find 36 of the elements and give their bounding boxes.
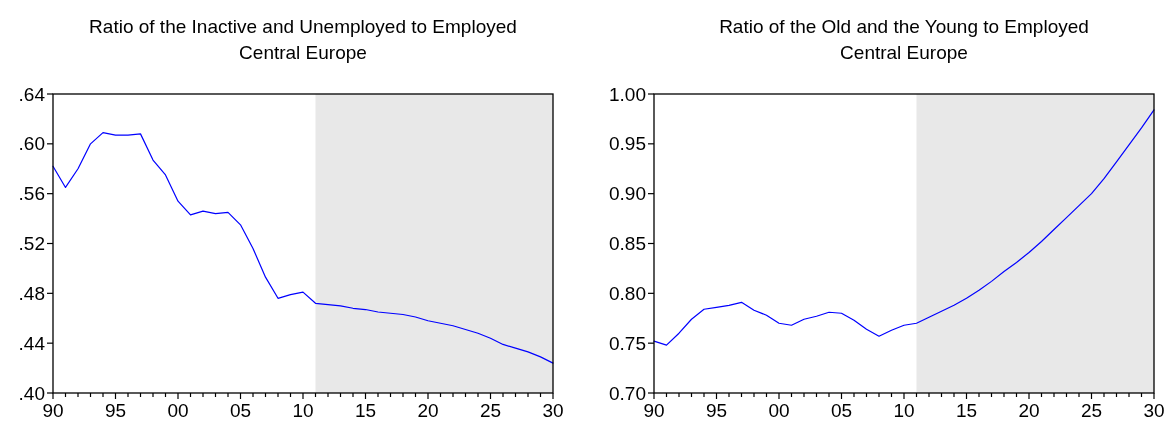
x-tick-label: 90	[42, 400, 64, 421]
y-tick-label: 0.80	[609, 282, 646, 304]
y-tick-label: .40	[18, 382, 45, 404]
y-tick-label: .64	[18, 83, 46, 105]
y-tick-label: 0.95	[609, 133, 646, 155]
x-tick-label: 95	[705, 400, 728, 421]
x-tick-label: 00	[768, 400, 790, 421]
x-tick-label: 10	[893, 400, 915, 421]
chart-title: Ratio of the Inactive and Unemployed to Employed Central Europe	[89, 16, 517, 63]
line-series	[653, 109, 1155, 346]
x-tick-label: 00	[167, 400, 189, 421]
x-tick-label: 05	[830, 400, 853, 421]
x-tick-label: 30	[542, 400, 564, 421]
chart-title: Ratio of the Old and the Young to Employed Central Europe	[719, 16, 1089, 63]
y-tick-label: 0.85	[609, 233, 646, 255]
x-tick-label: 15	[955, 400, 978, 421]
y-tick-label: 0.70	[609, 382, 646, 404]
line-series	[52, 132, 554, 364]
x-tick-label: 20	[1018, 400, 1040, 421]
y-tick-label: .44	[18, 332, 46, 354]
y-tick-label: .48	[18, 282, 45, 304]
y-tick-label: 0.75	[609, 332, 646, 354]
y-tick-label: .60	[18, 133, 45, 155]
x-tick-label: 05	[229, 400, 252, 421]
x-tick-label: 90	[643, 400, 665, 421]
y-tick-label: 1.00	[609, 83, 646, 105]
y-tick-label: .56	[18, 183, 45, 205]
x-tick-label: 25	[1080, 400, 1103, 421]
x-tick-label: 15	[354, 400, 377, 421]
x-tick-label: 20	[417, 400, 439, 421]
x-tick-label: 30	[1143, 400, 1165, 421]
y-tick-label: 0.90	[609, 183, 646, 205]
x-tick-label: 95	[104, 400, 127, 421]
y-tick-label: .52	[18, 233, 45, 255]
x-tick-label: 25	[479, 400, 502, 421]
x-tick-label: 10	[292, 400, 314, 421]
